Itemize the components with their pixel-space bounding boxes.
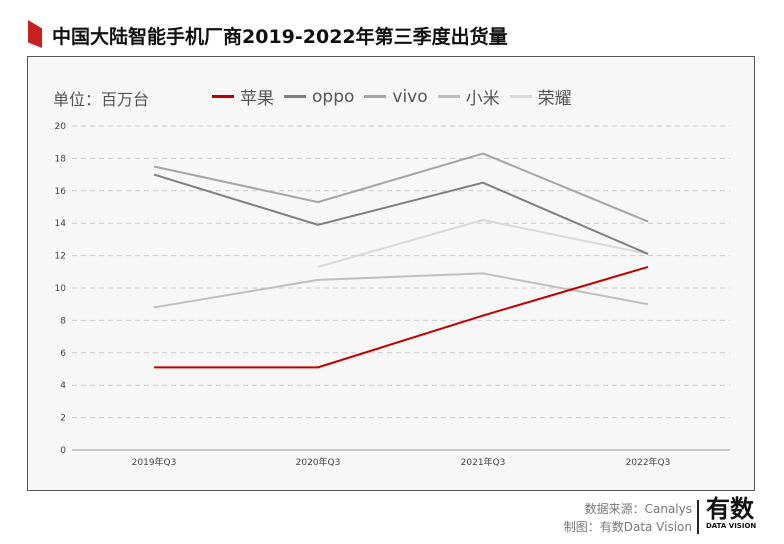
y-tick-label: 6 [60,349,66,359]
legend-item: 荣耀 [509,84,572,109]
chart-title: 中国大陆智能手机厂商2019-2022年第三季度出货量 [52,26,508,48]
unit-label: 单位：百万台 [53,90,150,109]
legend-label: 荣耀 [537,89,572,109]
legend-item: 苹果 [212,84,274,109]
y-tick-label: 4 [60,381,66,391]
series-line-vivo [153,152,649,223]
legend-label: vivo [392,86,428,107]
series-line-苹果 [154,265,649,369]
legend-item: vivo [364,84,428,109]
footer: 数据来源：Canalys 制图：有数Data Vision [564,500,692,536]
y-tick-label: 20 [55,122,67,132]
legend-label: 苹果 [240,89,274,109]
legend-label: oppo [312,86,355,107]
legend-swatch [364,95,387,98]
series-line-荣耀 [317,218,649,268]
legend-swatch [509,95,532,98]
legend-item: 小米 [437,84,500,109]
legend-swatch [284,95,306,98]
y-tick-label: 8 [60,316,66,326]
source-text: 数据来源：Canalys [584,502,692,516]
chart-frame [27,56,755,491]
legend-swatch [437,95,460,98]
footer-divider [697,500,699,534]
y-tick-label: 0 [60,446,66,456]
y-tick-label: 14 [55,219,67,229]
y-tick-label: 18 [55,154,67,164]
series-line-小米 [153,272,649,309]
legend: 苹果 oppo vivo 小米 荣耀 [212,84,572,109]
x-tick-label: 2021年Q3 [461,456,506,468]
series-line-oppo [153,173,649,255]
x-tick-label: 2020年Q3 [296,456,341,468]
legend-swatch [212,95,234,98]
y-tick-label: 16 [55,187,67,197]
y-tick-label: 12 [55,252,66,262]
legend-label: 小米 [465,89,500,109]
y-tick-label: 10 [55,284,67,294]
legend-item: oppo [284,84,354,109]
title-flag-icon [28,20,42,48]
x-tick-label: 2019年Q3 [132,456,177,468]
y-tick-label: 2 [60,414,66,424]
x-tick-label: 2022年Q3 [626,456,671,468]
maker-text: 制图：有数Data Vision [563,520,692,534]
logo: 有数 DATA VISION [706,495,757,530]
